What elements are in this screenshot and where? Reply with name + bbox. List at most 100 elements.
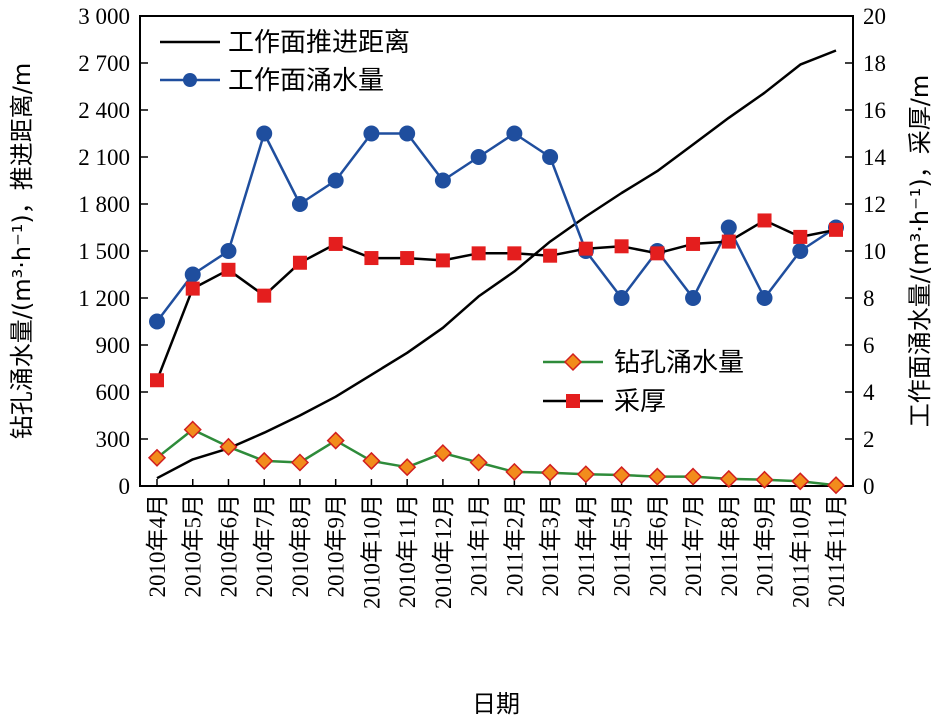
borehole-water-point <box>469 453 488 472</box>
x-axis: 2010年4月 2010年5月 2010年6月 2010年7月 2010年8月 2010年… <box>145 479 849 609</box>
thickness-point <box>221 262 236 277</box>
left-tick-label: 1 500 <box>78 239 130 264</box>
borehole-water-point <box>362 451 381 470</box>
borehole-water-point <box>398 458 417 477</box>
x-tick-label: 2010年5月 <box>181 494 206 598</box>
left-axis: 0 300 600 900 1 200 1 500 1 800 2 100 2 400 2 700… <box>78 4 148 499</box>
thickness-point <box>328 236 343 251</box>
x-tick-label: 2011年1月 <box>467 494 492 597</box>
legend-thickness-label: 采厚 <box>614 387 666 417</box>
right-tick-label: 2 <box>863 427 875 452</box>
thickness-point <box>507 246 522 261</box>
left-tick-label: 2 700 <box>78 51 130 76</box>
x-tick-label: 2010年8月 <box>288 494 313 598</box>
left-tick-label: 900 <box>96 333 131 358</box>
left-tick-label: 300 <box>96 427 131 452</box>
borehole-water-point <box>290 453 310 472</box>
borehole-water-point <box>826 476 846 495</box>
thickness-point <box>543 248 558 263</box>
borehole-water-point <box>183 420 202 439</box>
borehole-water-point <box>433 444 452 463</box>
right-tick-label: 10 <box>863 239 886 264</box>
thickness-point <box>793 229 808 244</box>
thickness-point <box>757 213 772 228</box>
thickness-point <box>292 255 307 270</box>
right-tick-label: 8 <box>863 286 875 311</box>
x-tick-label: 2011年3月 <box>538 494 563 597</box>
x-tick-label: 2010年7月 <box>252 494 277 598</box>
face-water-point <box>434 172 451 189</box>
thickness-point <box>435 253 450 268</box>
borehole-water-point <box>255 451 274 470</box>
x-tick-label: 2010年10月 <box>359 494 384 609</box>
right-tick-label: 20 <box>863 4 886 29</box>
thickness-point <box>829 222 843 237</box>
thickness-point <box>471 246 486 261</box>
right-tick-label: 0 <box>863 474 875 499</box>
borehole-water-point <box>612 465 631 485</box>
series-line-0 <box>156 49 837 480</box>
borehole-water-point <box>219 437 238 456</box>
legend-top: 工作面推进距离 工作面涌水量 <box>160 28 410 96</box>
thickness-point <box>686 236 701 251</box>
x-tick-label: 2011年10月 <box>788 494 813 608</box>
x-tick-label: 2011年9月 <box>753 494 778 597</box>
thickness-point <box>185 281 200 296</box>
thickness-point <box>364 251 379 266</box>
face-water-point <box>613 290 630 306</box>
x-tick-label: 2011年4月 <box>574 494 599 597</box>
right-tick-label: 4 <box>863 380 875 405</box>
borehole-water-point <box>326 431 345 450</box>
borehole-water-point <box>541 463 560 482</box>
x-tick-label: 2010年4月 <box>145 494 170 598</box>
thickness-point <box>400 251 415 266</box>
legend-borehole-marker <box>563 352 583 372</box>
right-tick-label: 6 <box>863 333 875 358</box>
left-tick-label: 2 100 <box>78 145 130 170</box>
face-water-point <box>184 266 201 283</box>
thickness-point <box>614 239 629 254</box>
x-tick-label: 2010年12月 <box>431 494 456 609</box>
borehole-water-point <box>147 448 167 467</box>
right-axis: 0 2 4 6 8 10 12 14 16 18 20 <box>845 4 887 499</box>
right-tick-label: 12 <box>863 192 886 217</box>
legend-face-water-marker <box>183 73 197 87</box>
borehole-water-point <box>505 462 524 481</box>
legend-thickness-marker <box>566 394 580 408</box>
face-water-point <box>470 149 487 165</box>
thickness-point <box>257 288 272 303</box>
face-water-point <box>399 125 416 142</box>
x-tick-label: 2010年9月 <box>324 494 349 598</box>
thickness-point <box>721 234 736 249</box>
x-tick-label: 2011年5月 <box>610 494 635 597</box>
thickness-point <box>150 373 164 388</box>
borehole-water-point <box>791 472 810 491</box>
legend-borehole-label: 钻孔涌水量 <box>614 348 744 378</box>
face-water-point <box>149 313 165 330</box>
face-water-point <box>327 172 344 189</box>
face-water-point <box>506 125 523 142</box>
legend-face-water-label: 工作面涌水量 <box>228 66 384 96</box>
borehole-water-point <box>648 467 667 486</box>
x-axis-title: 日期 <box>472 690 520 718</box>
face-water-point <box>756 290 773 306</box>
face-water-point <box>363 125 380 142</box>
right-tick-label: 14 <box>863 145 887 170</box>
face-water-point <box>685 290 702 306</box>
x-tick-label: 2011年2月 <box>502 494 527 597</box>
left-tick-label: 1 800 <box>78 192 130 217</box>
face-water-point <box>542 149 559 165</box>
x-tick-label: 2011年11月 <box>824 494 849 607</box>
right-axis-title: 工作面涌水量/(m³·h⁻¹)，采厚/m <box>906 75 934 427</box>
thickness-point <box>650 246 665 261</box>
left-tick-label: 0 <box>119 474 131 499</box>
x-tick-label: 2011年6月 <box>645 494 670 597</box>
left-tick-label: 3 000 <box>78 4 130 29</box>
borehole-water-point <box>683 467 703 486</box>
face-water-point <box>291 196 308 212</box>
left-tick-label: 2 400 <box>78 98 130 123</box>
face-water-point <box>256 125 273 142</box>
left-tick-label: 1 200 <box>78 286 130 311</box>
borehole-water-point <box>719 469 738 489</box>
